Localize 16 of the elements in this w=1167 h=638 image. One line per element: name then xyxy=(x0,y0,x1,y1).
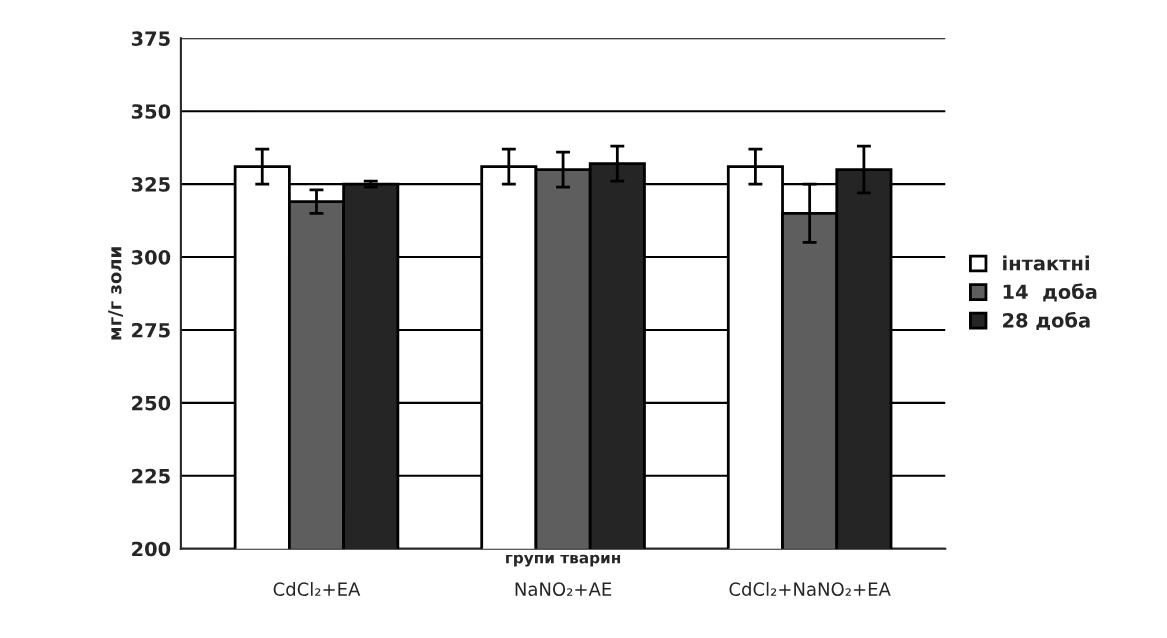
x-tick-label: CdCl₂+NaNO₂+EA xyxy=(729,582,891,596)
y-tick-label: 300 xyxy=(131,249,171,265)
y-axis-title: мг/г золи xyxy=(108,247,123,340)
y-tick-label: 350 xyxy=(131,104,171,119)
y-tick-label: 375 xyxy=(131,31,170,46)
legend-label: 14 доба xyxy=(1003,283,1097,302)
x-tick-label: CdCl₂+EA xyxy=(273,582,361,596)
x-axis-title: групи тварин xyxy=(506,554,621,567)
x-tick-label: NaNO₂+AE xyxy=(515,582,612,596)
legend-label: інтактні xyxy=(1003,255,1089,271)
legend-label: 28 доба xyxy=(1003,311,1090,331)
y-tick-label: 225 xyxy=(132,468,170,484)
y-tick-label: 275 xyxy=(132,322,170,338)
y-tick-label: 325 xyxy=(131,177,170,192)
y-tick-label: 250 xyxy=(132,395,171,411)
y-tick-label: 200 xyxy=(132,541,171,557)
